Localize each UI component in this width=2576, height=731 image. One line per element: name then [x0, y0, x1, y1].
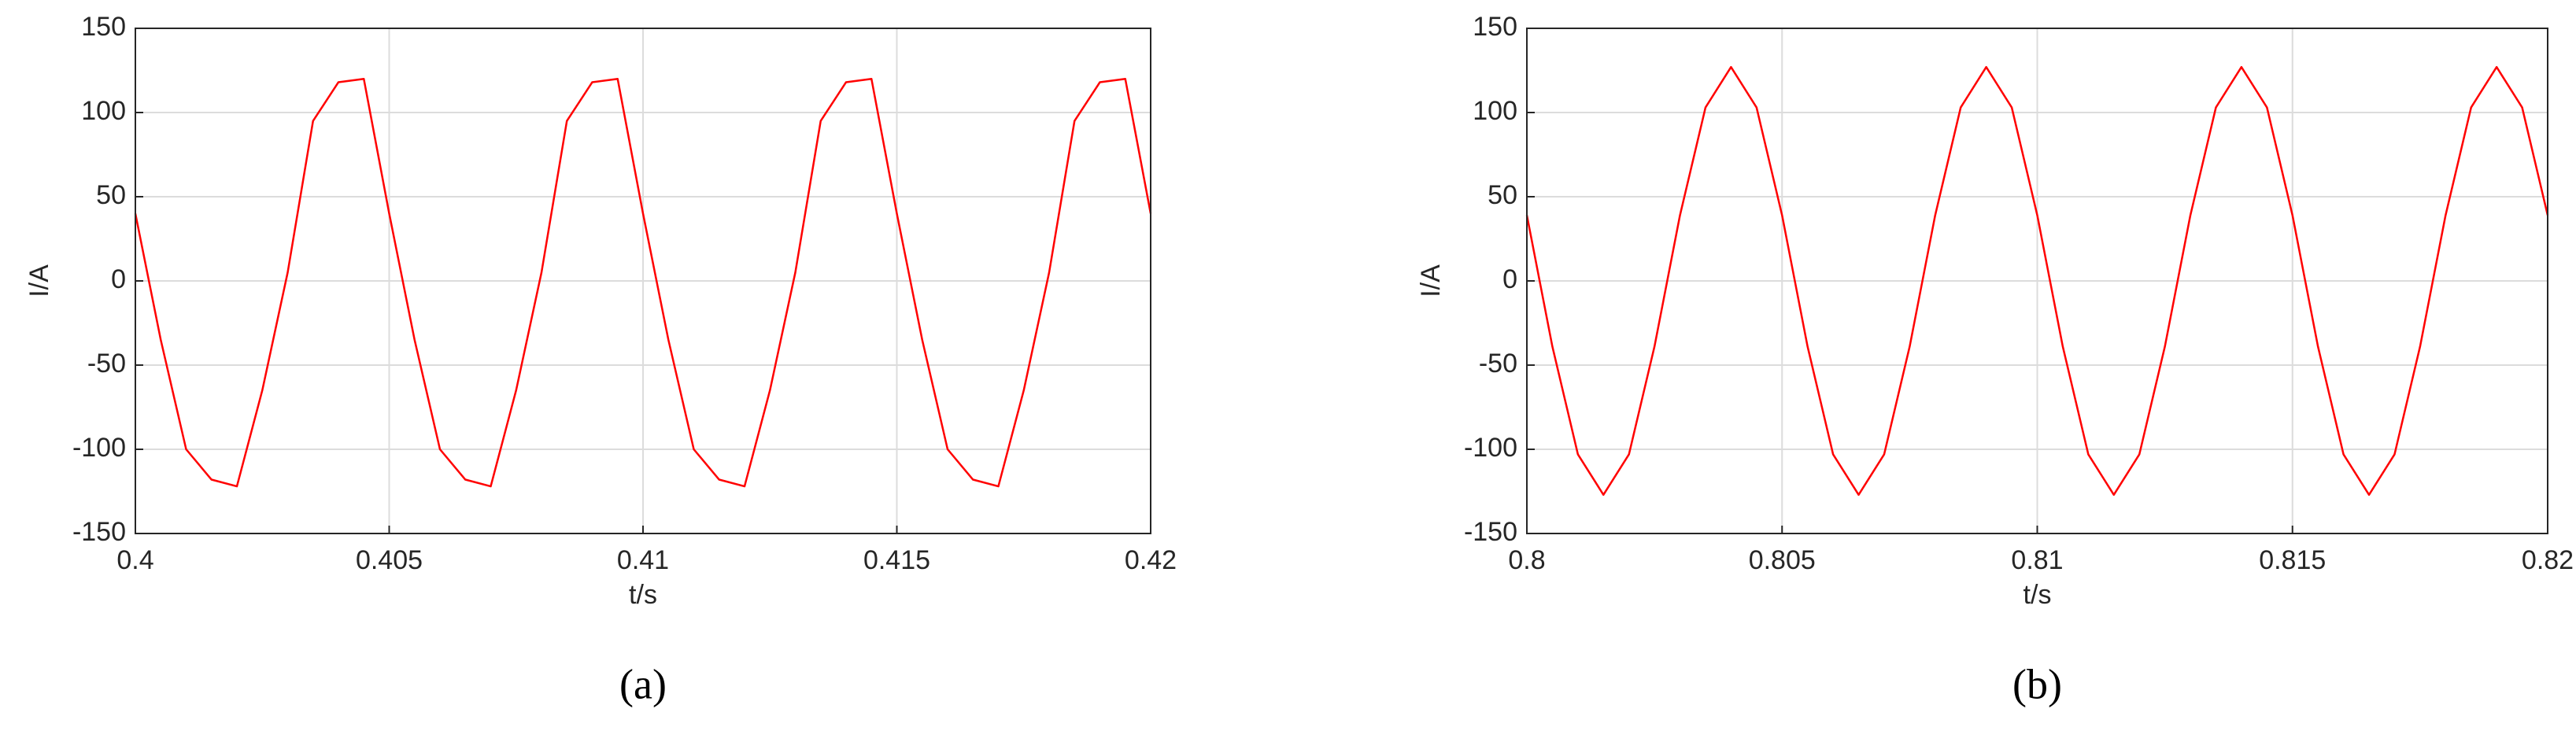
- x-axis-label: t/s: [629, 580, 657, 610]
- panel-caption: (b): [2012, 660, 2062, 707]
- y-tick-label: -50: [87, 349, 126, 378]
- y-tick-label: -150: [72, 517, 126, 547]
- plot-frame: [1526, 28, 2548, 534]
- y-tick-label: 150: [1473, 12, 1517, 42]
- x-tick-label: 0.815: [2259, 545, 2326, 575]
- panel-caption: (a): [619, 660, 667, 707]
- x-axis-label: t/s: [2023, 580, 2052, 610]
- y-tick-label: -100: [1464, 433, 1517, 463]
- y-tick-label: -150: [1464, 517, 1517, 547]
- y-tick-label: 0: [111, 264, 126, 294]
- line-series: [1525, 65, 2549, 497]
- y-tick-label: 0: [1502, 264, 1517, 294]
- x-tick-label: 0.81: [2011, 545, 2063, 575]
- y-tick-label: 100: [81, 96, 126, 126]
- x-tick-label: 0.4: [116, 545, 153, 575]
- x-tick-label: 0.405: [356, 545, 423, 575]
- x-tick-label: 0.82: [2522, 545, 2574, 575]
- y-tick-label: -50: [1479, 349, 1517, 378]
- y-tick-label: 150: [81, 12, 126, 42]
- y-tick-label: 50: [1488, 180, 1517, 210]
- x-tick-label: 0.8: [1508, 545, 1545, 575]
- y-tick-label: 100: [1473, 96, 1517, 126]
- plot-frame: [135, 28, 1151, 534]
- x-tick-label: 0.41: [617, 545, 669, 575]
- y-axis-label: I/A: [1416, 264, 1446, 297]
- y-tick-label: -100: [72, 433, 126, 463]
- x-tick-label: 0.42: [1125, 545, 1177, 575]
- y-tick-label: 50: [96, 180, 126, 210]
- x-tick-label: 0.805: [1749, 545, 1816, 575]
- x-tick-label: 0.415: [863, 545, 930, 575]
- line-series: [134, 77, 1152, 488]
- y-axis-label: I/A: [24, 264, 54, 297]
